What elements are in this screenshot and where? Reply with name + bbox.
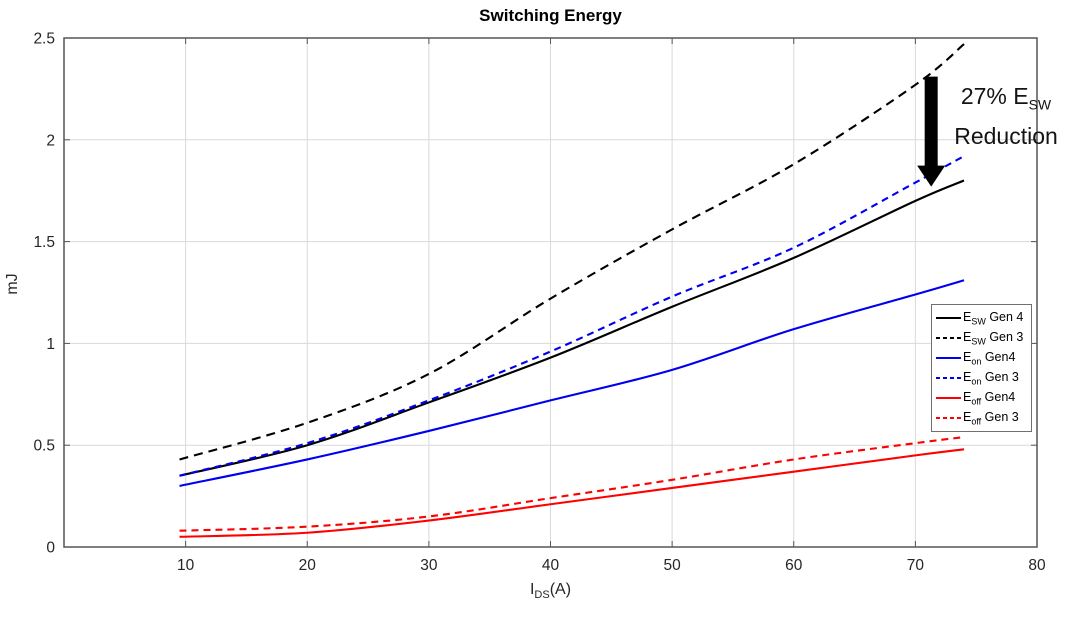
series-curve xyxy=(179,155,965,477)
series-curve xyxy=(179,179,965,477)
y-tick-label: 1.5 xyxy=(33,234,55,251)
y-tick-label: 0 xyxy=(46,540,55,557)
legend-line-swatch xyxy=(936,357,961,359)
y-axis-label: mJ xyxy=(4,273,21,295)
legend-label: ESW Gen 3 xyxy=(963,329,1024,347)
series-curve xyxy=(179,448,965,538)
series-curve xyxy=(179,436,965,532)
x-tick-label: 60 xyxy=(785,557,803,574)
x-tick-label: 40 xyxy=(542,557,560,574)
annotation-line1: 27% ESW xyxy=(960,83,1052,113)
legend-row: Eoff Gen 3 xyxy=(935,408,1031,428)
x-tick-label: 20 xyxy=(299,557,317,574)
legend-line-swatch xyxy=(936,417,961,419)
legend-label: Eon Gen 3 xyxy=(963,369,1019,387)
legend-row: ESW Gen 3 xyxy=(935,328,1031,348)
reduction-annotation: 27% ESW Reduction xyxy=(941,81,1071,152)
chart-title: Switching Energy xyxy=(479,6,622,25)
x-axis-label: IDS(A) xyxy=(529,581,572,602)
series-curve xyxy=(179,279,965,487)
x-tick-label: 80 xyxy=(1028,557,1046,574)
x-tick-label: 30 xyxy=(420,557,438,574)
legend-row: Eoff Gen4 xyxy=(935,388,1031,408)
y-tick-label: 1 xyxy=(46,336,55,353)
legend-box: ESW Gen 4 ESW Gen 3 Eon Gen4 Eon Gen 3 Eoff … xyxy=(931,304,1032,432)
legend-line-swatch xyxy=(936,397,961,399)
annotation-line2: Reduction xyxy=(954,122,1058,149)
y-tick-label: 0.5 xyxy=(33,438,55,455)
x-tick-label: 50 xyxy=(664,557,682,574)
legend-row: Eon Gen 3 xyxy=(935,368,1031,388)
legend-row: ESW Gen 4 xyxy=(935,308,1031,328)
legend-line-swatch xyxy=(936,317,961,319)
y-tick-label: 2 xyxy=(46,132,55,149)
x-tick-label: 10 xyxy=(177,557,195,574)
legend-line-swatch xyxy=(936,337,961,339)
x-tick-label: 70 xyxy=(907,557,925,574)
legend-label: Eoff Gen 3 xyxy=(963,409,1019,427)
reduction-arrow-icon xyxy=(917,76,946,187)
legend-line-swatch xyxy=(936,377,961,379)
legend-label: Eoff Gen4 xyxy=(963,389,1016,407)
legend-label: ESW Gen 4 xyxy=(963,309,1024,327)
legend-row: Eon Gen4 xyxy=(935,348,1031,368)
y-tick-label: 2.5 xyxy=(33,31,55,48)
series-curve xyxy=(179,43,965,461)
legend-label: Eon Gen4 xyxy=(963,349,1016,367)
